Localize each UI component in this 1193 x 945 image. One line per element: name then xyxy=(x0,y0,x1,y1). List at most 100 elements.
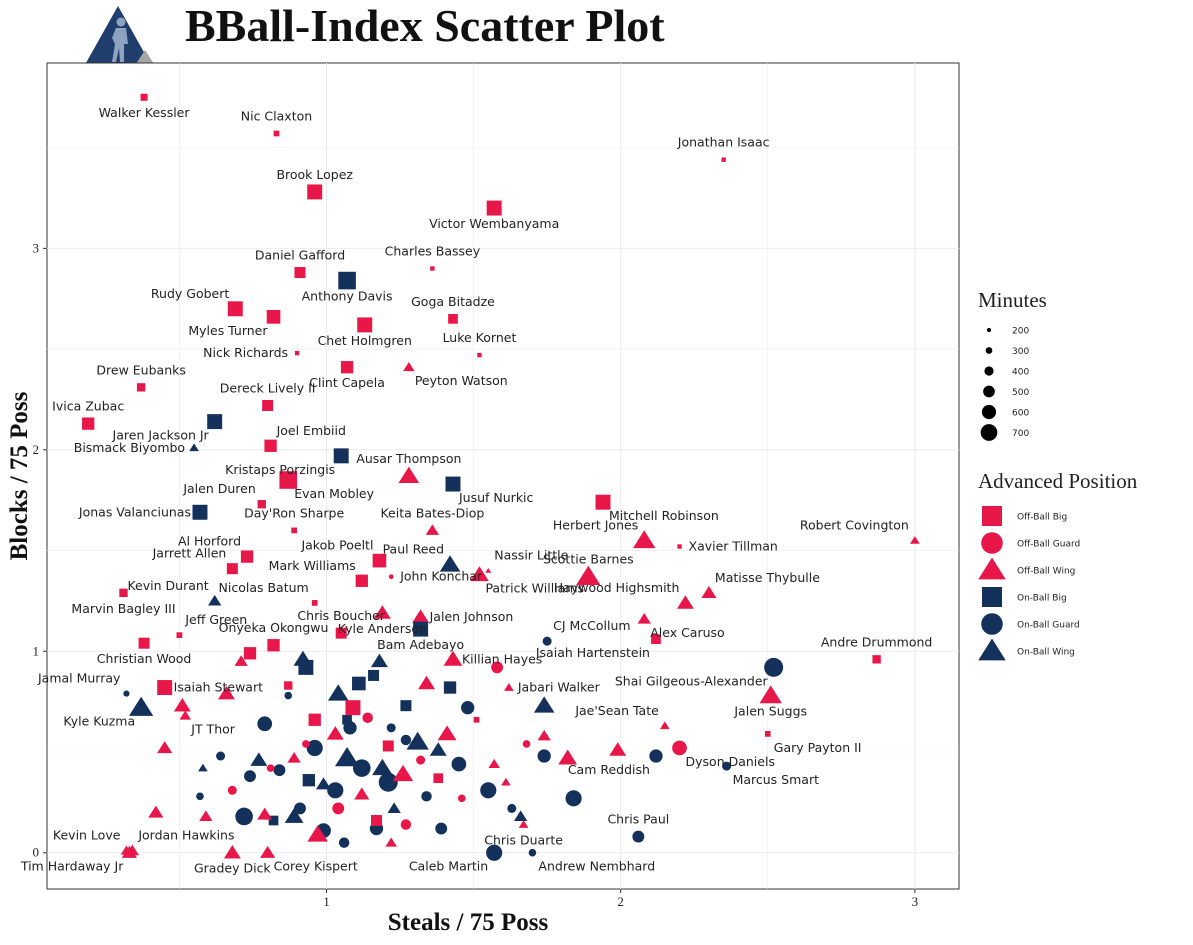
data-point xyxy=(173,697,191,712)
data-point xyxy=(400,734,412,746)
point-label: Andre Drummond xyxy=(821,634,932,649)
point-label: Marvin Bagley III xyxy=(71,601,175,616)
point-label: JT Thor xyxy=(190,722,236,737)
point-label: Paul Reed xyxy=(383,542,444,557)
point-label: Kyle Anderson xyxy=(338,621,427,636)
point-label: Alex Caruso xyxy=(650,625,724,640)
data-point xyxy=(140,93,148,101)
point-label: Herbert Jones xyxy=(553,517,638,532)
legend-size-label: 200 xyxy=(1012,327,1029,337)
data-point xyxy=(342,714,352,725)
data-point xyxy=(294,802,306,815)
legend-size-dot xyxy=(981,404,997,420)
data-point xyxy=(637,612,651,624)
logo-player-body xyxy=(112,28,128,62)
data-point xyxy=(372,553,387,568)
data-point xyxy=(649,749,663,763)
data-point xyxy=(370,815,382,827)
legend-size-dot xyxy=(980,424,998,441)
point-label: Cam Reddish xyxy=(568,762,650,777)
data-point xyxy=(287,751,301,763)
point-label: Killian Hayes xyxy=(462,651,542,666)
data-point xyxy=(433,773,444,784)
data-point xyxy=(721,157,726,162)
data-point xyxy=(129,696,154,716)
point-label: Brook Lopez xyxy=(276,167,353,182)
x-tick-label: 1 xyxy=(323,894,330,909)
data-point xyxy=(416,755,426,765)
y-tick-label: 3 xyxy=(33,240,40,255)
point-label: Kristaps Porzingis xyxy=(225,462,335,477)
data-point xyxy=(148,805,164,818)
data-point xyxy=(461,701,475,715)
x-axis-title: Steals / 75 Poss xyxy=(388,909,549,936)
data-point xyxy=(764,657,784,677)
data-point xyxy=(302,740,310,748)
data-point xyxy=(388,574,394,580)
legend-size-label: 500 xyxy=(1012,388,1029,398)
point-label: Nassir Little xyxy=(494,548,568,563)
point-label: Chris Duarte xyxy=(484,833,563,848)
data-point xyxy=(528,848,537,857)
point-label: Jusuf Nurkic xyxy=(458,490,534,505)
point-label: Jonas Valanciunas xyxy=(78,504,191,519)
legend-size-label: 300 xyxy=(1012,347,1029,357)
point-label: Nic Claxton xyxy=(241,109,312,124)
legend-shape-label: On-Ball Wing xyxy=(1017,648,1075,658)
data-point xyxy=(294,267,306,279)
data-point xyxy=(368,669,380,681)
point-label: Myles Turner xyxy=(188,323,268,338)
data-point xyxy=(284,681,293,690)
legend-size-label: 600 xyxy=(1012,409,1029,419)
data-point xyxy=(262,399,274,411)
data-point xyxy=(764,731,771,737)
point-label: Gradey Dick xyxy=(194,861,271,876)
data-point xyxy=(677,544,682,549)
point-label: Dereck Lively II xyxy=(220,380,316,395)
data-point xyxy=(370,653,388,668)
data-point xyxy=(480,782,497,799)
point-label: Anthony Davis xyxy=(302,289,393,304)
data-point xyxy=(179,710,192,720)
legend-shape-label: Off-Ball Wing xyxy=(1017,567,1075,577)
point-label: Jakob Poeltl xyxy=(300,538,373,553)
data-point xyxy=(676,595,694,609)
data-point xyxy=(439,555,461,572)
legend-shape-label: Off-Ball Big xyxy=(1017,513,1067,523)
data-point xyxy=(759,685,782,704)
data-point xyxy=(264,439,277,452)
data-point xyxy=(378,772,398,792)
data-point xyxy=(672,740,687,756)
data-point xyxy=(243,647,257,660)
legend-shape-key xyxy=(982,587,1002,607)
data-point xyxy=(421,791,432,802)
point-label: Andrew Nembhard xyxy=(538,859,655,874)
point-label: Bam Adebayo xyxy=(377,637,464,652)
data-point xyxy=(513,810,528,822)
plot-panel xyxy=(46,62,960,890)
data-point xyxy=(302,774,315,787)
data-point xyxy=(294,350,300,356)
data-point xyxy=(338,837,350,848)
x-tick-label: 2 xyxy=(617,894,624,909)
data-point xyxy=(595,494,611,510)
data-point xyxy=(284,691,293,700)
data-point xyxy=(435,822,448,835)
data-point xyxy=(273,130,280,137)
data-point xyxy=(340,361,354,374)
data-point xyxy=(227,301,243,317)
data-point xyxy=(385,837,397,847)
data-point xyxy=(326,726,344,740)
data-point xyxy=(192,504,208,520)
data-point xyxy=(121,845,137,858)
point-label: Jonathan Isaac xyxy=(677,135,770,150)
legend-shape-key xyxy=(981,613,1003,635)
point-label: Shai Gilgeous-Alexander xyxy=(615,673,769,688)
point-label: Chet Holmgren xyxy=(318,333,412,348)
data-point xyxy=(257,500,266,509)
point-label: Dyson Daniels xyxy=(686,754,775,769)
point-label: Ausar Thompson xyxy=(356,451,461,466)
data-point xyxy=(633,530,656,549)
point-label: Peyton Watson xyxy=(415,373,508,388)
data-point xyxy=(216,751,226,761)
